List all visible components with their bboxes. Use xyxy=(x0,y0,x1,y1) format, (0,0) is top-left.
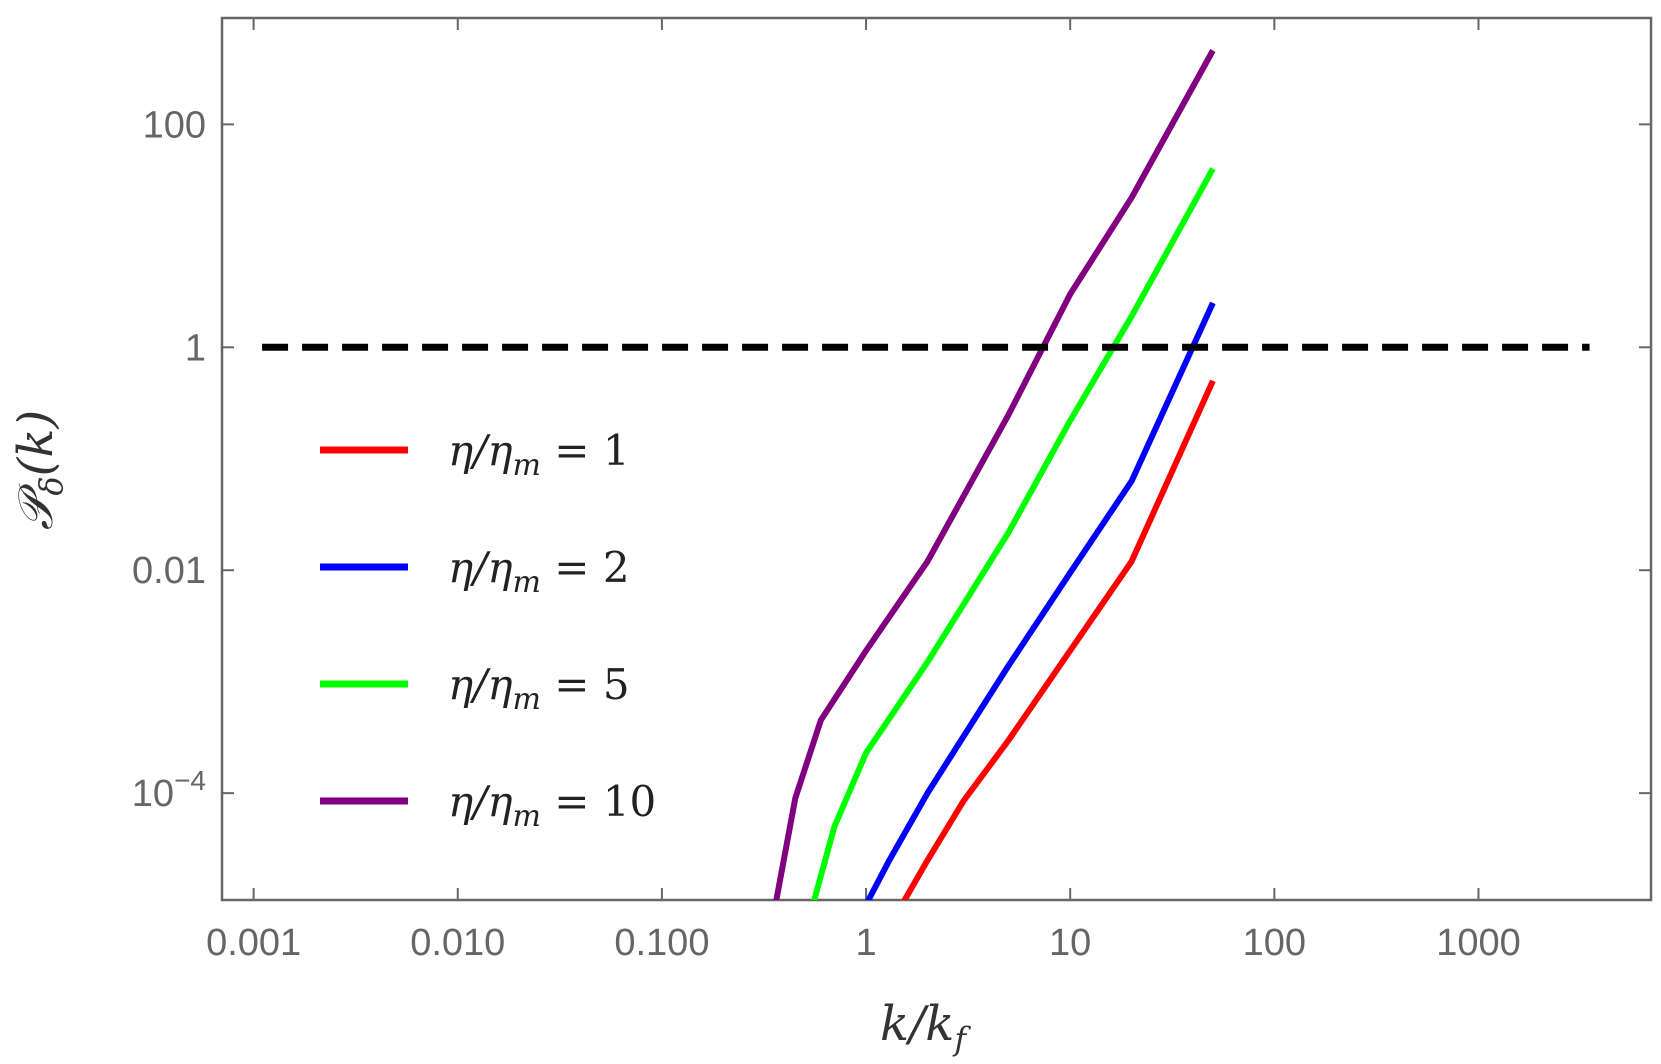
series-line-3 xyxy=(811,167,1216,900)
y-tick-label-base: 1 xyxy=(185,327,206,369)
x-tick-label: 1000 xyxy=(1436,922,1521,964)
x-tick-label: 10 xyxy=(1049,922,1091,964)
legend-label: η/ηm = 5 xyxy=(448,660,630,717)
y-axis-ticks: 100 1 0.01 10−4 xyxy=(132,104,1651,815)
y-tick-label-base: 10 xyxy=(132,773,174,815)
x-tick-label: 100 xyxy=(1243,922,1306,964)
x-tick-label: 0.001 xyxy=(206,922,301,964)
y-tick-label: 1 xyxy=(185,327,206,369)
legend-label: η/ηm = 2 xyxy=(448,543,630,600)
y-tick-label-base: 0.01 xyxy=(132,550,206,592)
series-line-4 xyxy=(773,49,1216,900)
y-tick-label: 0.01 xyxy=(132,550,206,592)
y-axis-label: 𝒫δ(k) xyxy=(8,410,70,530)
x-axis-label: k/kf xyxy=(880,996,971,1058)
x-tick-label: 1 xyxy=(855,922,876,964)
y-tick-label-base: 100 xyxy=(143,104,206,146)
legend: η/ηm = 1 η/ηm = 2 η/ηm = 5 η/ηm = 10 xyxy=(320,426,656,834)
legend-label: η/ηm = 10 xyxy=(448,777,656,834)
x-tick-label: 0.010 xyxy=(410,922,505,964)
plot-frame xyxy=(220,16,1653,902)
legend-label: η/ηm = 1 xyxy=(448,426,630,483)
x-axis-ticks: 0.001 0.010 0.100 1 10 100 1000 xyxy=(206,18,1521,964)
series-line-1 xyxy=(901,379,1216,900)
y-tick-label: 100 xyxy=(143,104,206,146)
series-line-2 xyxy=(865,301,1216,900)
series-layer xyxy=(773,49,1216,900)
x-tick-label: 0.100 xyxy=(614,922,709,964)
y-tick-label-exponent: −4 xyxy=(174,765,206,796)
y-tick-label: 10−4 xyxy=(132,765,206,815)
